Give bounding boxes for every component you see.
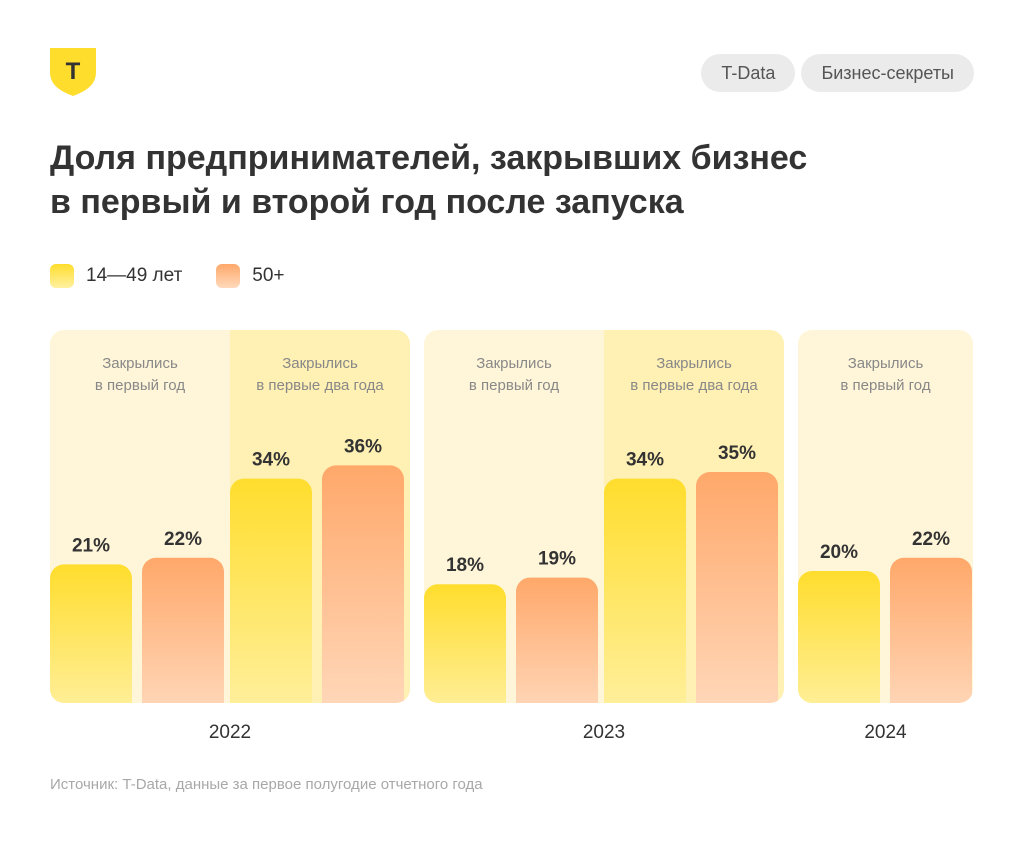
bar-2022-1-14-49 bbox=[50, 564, 132, 703]
year-panel-2024: Закрылись в первый год 20% 22% bbox=[798, 330, 973, 703]
data-label-2024-1-14-49: 20% bbox=[820, 542, 858, 563]
yellow-square-icon bbox=[50, 264, 74, 288]
bar-2023-1-50plus bbox=[516, 577, 598, 703]
year-label-2024: 2024 bbox=[864, 722, 907, 743]
data-label-2023-1-14-49: 18% bbox=[446, 555, 484, 576]
data-label-2022-1-14-49: 21% bbox=[72, 535, 110, 556]
data-label-2023-2-14-49: 34% bbox=[626, 450, 664, 471]
tag-list: T-Data Бизнес-секреты bbox=[701, 54, 974, 92]
orange-square-icon bbox=[216, 264, 241, 288]
year-label-2023: 2023 bbox=[583, 722, 625, 743]
source-note: Источник: T-Data, данные за первое полуг… bbox=[50, 776, 483, 793]
group-label-2023-2-line1: Закрылись bbox=[656, 355, 732, 372]
group-label-2022-1-line2: в первый год bbox=[95, 377, 185, 394]
legend-label-14-49: 14—49 лет bbox=[86, 265, 183, 286]
bar-2022-2-50plus bbox=[322, 465, 404, 703]
group-label-2022-2-line2: в первые два года bbox=[256, 377, 384, 394]
group-label-2023-2-line2: в первые два года bbox=[630, 377, 758, 394]
bar-2023-2-50plus bbox=[696, 472, 778, 703]
data-label-2023-2-50plus: 35% bbox=[718, 443, 756, 464]
t-logo-icon[interactable]: Т bbox=[50, 48, 96, 96]
bar-2022-1-50plus bbox=[142, 557, 224, 703]
data-label-2022-1-50plus: 22% bbox=[164, 529, 202, 550]
logo-letter: Т bbox=[66, 58, 81, 85]
data-label-2022-2-14-49: 34% bbox=[252, 450, 290, 471]
legend-item-14-49: 14—49 лет bbox=[50, 264, 182, 288]
bar-2023-2-14-49 bbox=[604, 478, 686, 703]
legend-item-50plus: 50+ bbox=[216, 264, 285, 288]
title-line-1: Доля предпринимателей, закрывших бизнес bbox=[50, 139, 808, 177]
data-label-2022-2-50plus: 36% bbox=[344, 436, 382, 457]
year-panel-2022: Закрылись в первый год 21% 22% Закрылись в пе… bbox=[50, 330, 410, 703]
group-label-2023-1-line1: Закрылись bbox=[476, 355, 552, 372]
data-label-2024-1-50plus: 22% bbox=[912, 529, 950, 550]
legend-label-50plus: 50+ bbox=[252, 265, 285, 286]
year-panel-2023: Закрылись в первый год 18% 19% Закрылись в пе… bbox=[424, 330, 784, 703]
group-label-2022-2-line1: Закрылись bbox=[282, 355, 358, 372]
year-label-2022: 2022 bbox=[209, 722, 251, 743]
group-label-2024-1-line1: Закрылись bbox=[848, 355, 924, 372]
legend: 14—49 лет 50+ bbox=[50, 264, 285, 288]
bar-2024-1-14-49 bbox=[798, 571, 880, 703]
group-label-2023-1-line2: в первый год bbox=[469, 377, 559, 394]
bar-2022-2-14-49 bbox=[230, 478, 312, 703]
bar-2023-1-14-49 bbox=[424, 584, 506, 703]
group-label-2024-1-line2: в первый год bbox=[840, 377, 930, 394]
page-title: Доля предпринимателей, закрывших бизнес … bbox=[50, 136, 980, 224]
tag-t-data[interactable]: T-Data bbox=[701, 54, 796, 92]
title-line-2: в первый и второй год после запуска bbox=[50, 183, 684, 221]
data-label-2023-1-50plus: 19% bbox=[538, 549, 576, 570]
bar-2024-1-50plus bbox=[890, 557, 972, 703]
group-label-2022-1-line1: Закрылись bbox=[102, 355, 178, 372]
tag-business-secrets[interactable]: Бизнес-секреты bbox=[801, 54, 974, 92]
